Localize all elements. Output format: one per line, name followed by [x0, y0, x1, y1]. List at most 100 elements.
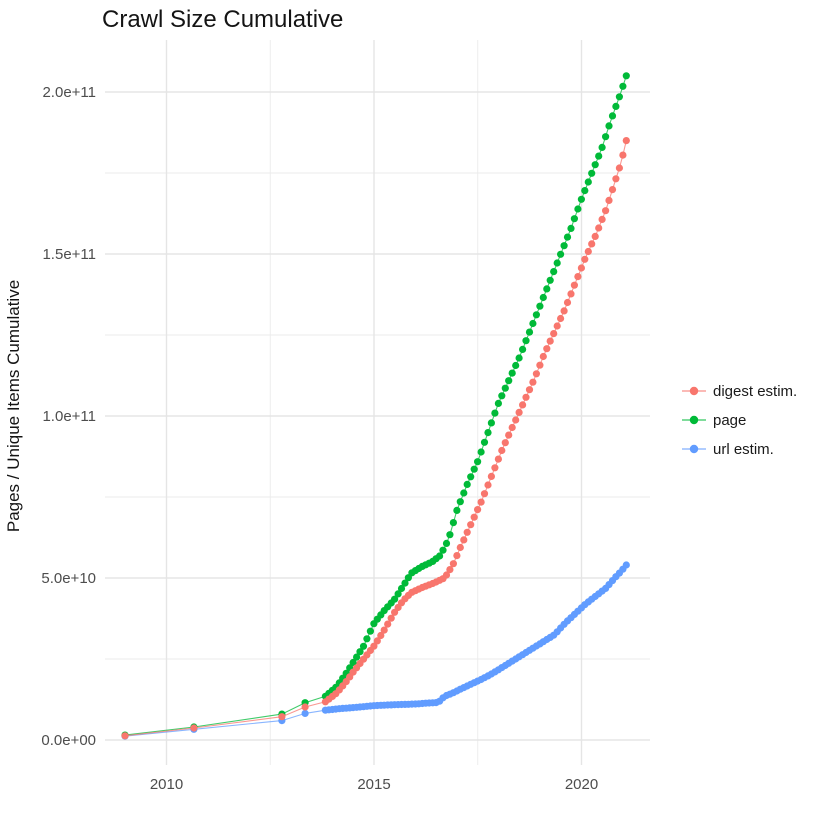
data-point-digest-estim — [519, 401, 527, 409]
data-point-digest-estim — [380, 626, 388, 634]
data-point-page — [550, 268, 558, 276]
data-point-page — [595, 152, 603, 160]
data-point-digest-estim — [619, 151, 627, 159]
data-point-page — [622, 72, 630, 80]
data-point-digest-estim — [508, 423, 516, 432]
data-point-digest-estim — [480, 490, 489, 498]
y-tick-label: 0.0e+00 — [41, 732, 96, 749]
data-point-digest-estim — [456, 543, 464, 552]
legend-key-point-digest-estim — [689, 386, 699, 396]
data-point-digest-estim — [494, 455, 502, 463]
data-point-page — [522, 337, 530, 345]
data-point-digest-estim — [460, 536, 468, 544]
data-point-digest-estim — [387, 614, 395, 622]
data-point-digest-estim — [301, 703, 309, 711]
data-point-page — [512, 361, 520, 370]
data-point-page — [363, 635, 371, 643]
data-point-digest-estim — [595, 224, 603, 232]
data-point-page — [491, 409, 499, 417]
legend-label: digest estim. — [713, 383, 797, 400]
legend-key-point-url-estim — [689, 444, 699, 454]
data-point-page — [608, 112, 617, 120]
data-point-page — [584, 178, 592, 186]
data-point-digest-estim — [522, 393, 530, 401]
data-point-digest-estim — [602, 207, 610, 215]
data-point-page — [557, 250, 565, 258]
data-point-digest-estim — [570, 281, 579, 289]
data-point-page — [470, 465, 478, 473]
data-point-page — [366, 627, 374, 635]
data-point-digest-estim — [512, 416, 520, 424]
data-point-page — [588, 169, 596, 177]
data-point-page — [477, 448, 485, 456]
data-point-digest-estim — [449, 560, 457, 568]
data-point-digest-estim — [567, 290, 575, 298]
data-point-page — [494, 399, 502, 407]
data-point-page — [570, 215, 579, 223]
data-point-page — [536, 302, 544, 310]
data-point-digest-estim — [529, 378, 537, 386]
data-point-digest-estim — [577, 264, 586, 272]
data-point-page — [401, 579, 409, 587]
data-point-digest-estim — [515, 408, 523, 416]
data-point-digest-estim — [546, 337, 554, 345]
series-url-estim — [121, 561, 630, 740]
data-point-digest-estim — [384, 620, 392, 628]
x-tick-label: 2020 — [565, 776, 598, 793]
data-point-digest-estim — [470, 513, 478, 521]
data-point-page — [463, 480, 471, 488]
data-point-page — [525, 328, 534, 336]
data-point-digest-estim — [501, 439, 509, 447]
data-point-digest-estim — [584, 247, 592, 256]
data-point-digest-estim — [377, 631, 385, 640]
chart-title: Crawl Size Cumulative — [102, 6, 343, 33]
data-point-digest-estim — [467, 521, 475, 529]
data-point-page — [577, 195, 586, 203]
data-point-digest-estim — [543, 345, 551, 353]
data-point-page — [519, 345, 527, 353]
y-axis-title: Pages / Unique Items Cumulative — [4, 280, 23, 532]
data-point-digest-estim — [498, 446, 506, 455]
data-point-digest-estim — [563, 298, 572, 307]
data-point-digest-estim — [605, 196, 613, 204]
data-point-page — [560, 242, 568, 250]
data-point-page — [501, 384, 509, 392]
data-point-digest-estim — [487, 472, 495, 480]
legend: digest estim. page url estim. — [682, 383, 797, 458]
data-point-page — [543, 285, 551, 293]
data-point-digest-estim — [615, 164, 624, 172]
series-page — [121, 72, 630, 739]
data-point-digest-estim — [453, 552, 461, 560]
data-point-page — [532, 311, 541, 319]
data-point-page — [456, 498, 464, 506]
legend-item-page: page — [682, 412, 746, 429]
data-point-digest-estim — [574, 273, 582, 281]
data-point-page — [567, 224, 575, 232]
series-line-url-estim — [124, 564, 627, 737]
data-point-page — [353, 653, 361, 661]
data-point-digest-estim — [491, 464, 499, 472]
series-digest-estim — [121, 137, 630, 740]
data-point-digest-estim — [373, 637, 381, 645]
data-point-page — [529, 319, 537, 328]
data-point-digest-estim — [532, 370, 541, 378]
y-tick-label: 5.0e+10 — [41, 570, 96, 587]
data-point-digest-estim — [588, 240, 596, 248]
data-point-page — [460, 489, 468, 497]
data-point-digest-estim — [536, 361, 544, 369]
data-point-page — [359, 642, 368, 650]
legend-label: url estim. — [713, 441, 774, 458]
data-point-page — [612, 102, 620, 110]
data-point-digest-estim — [463, 528, 471, 536]
data-point-digest-estim — [525, 386, 534, 394]
data-point-digest-estim — [539, 352, 547, 361]
data-point-page — [442, 539, 451, 548]
data-point-page — [605, 122, 613, 130]
data-point-page — [467, 473, 475, 481]
data-point-page — [480, 438, 489, 446]
data-point-digest-estim — [622, 137, 630, 145]
data-point-page — [508, 369, 516, 377]
data-point-page — [515, 354, 523, 362]
